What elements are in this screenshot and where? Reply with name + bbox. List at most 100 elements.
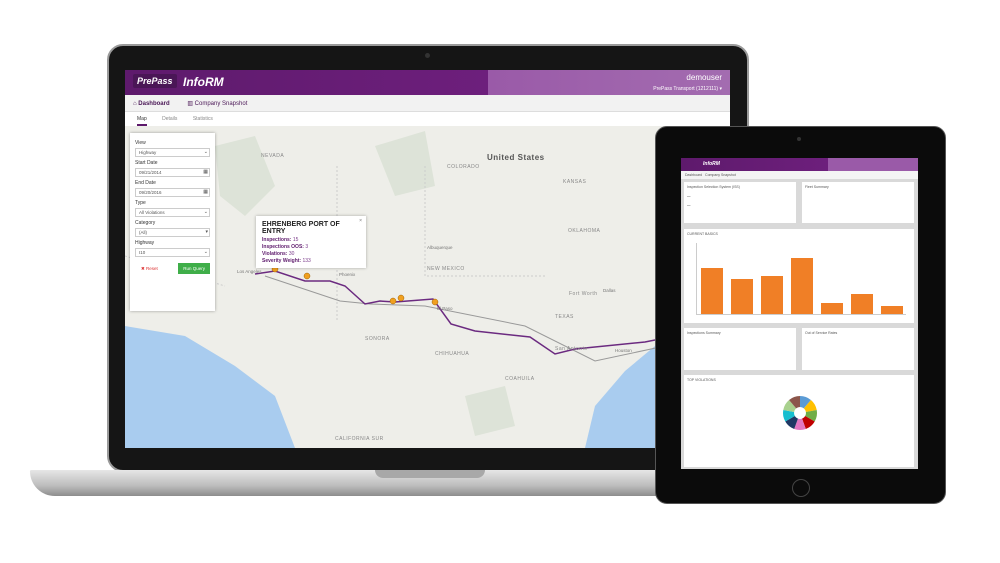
card-title: CURRENT BASICS: [687, 232, 718, 236]
pie-slice: [802, 416, 815, 429]
iss-card: Inspection Selection System (ISS) — —: [684, 182, 796, 223]
map-marker: [397, 294, 405, 302]
chart-bar: [731, 278, 753, 314]
close-icon[interactable]: ×: [359, 218, 362, 224]
card-title: Inspection Selection System (ISS): [687, 185, 740, 189]
inspections-card: Inspections Summary: [684, 328, 796, 370]
nav-dashboard[interactable]: ⌂ Dashboard: [133, 101, 170, 107]
map-label: SONORA: [365, 336, 390, 342]
border-line: [264, 275, 730, 362]
top-nav: ⌂ Dashboard ▥ Company Snapshot: [125, 95, 730, 112]
map[interactable]: United States NEVADA COLORADO KANSAS OKL…: [125, 126, 730, 448]
tablet-screen: InfoRM Dashboard Company Snapshot Inspec…: [681, 158, 918, 469]
map-popup: × EHRENBERG PORT OF ENTRY Inspections: 1…: [256, 216, 366, 268]
basics-chart: [696, 243, 906, 315]
map-label-dallas: Dallas: [603, 288, 616, 293]
category-label: Category: [135, 220, 156, 226]
popup-row: Severity Weight: 133: [262, 258, 311, 264]
view-select[interactable]: Highway ⌄: [135, 148, 210, 157]
end-date-input[interactable]: 09/20/2016 ▦: [135, 188, 210, 197]
nav-company-snapshot[interactable]: ▥ Company Snapshot: [187, 101, 248, 107]
map-label: TEXAS: [555, 314, 574, 320]
map-label: CHIHUAHUA: [435, 351, 470, 357]
type-select[interactable]: All Violations ⌄: [135, 208, 210, 217]
map-label: United States: [487, 153, 545, 162]
prepass-logo: PrePass: [133, 74, 177, 88]
laptop-screen: PrePass InfoRM demouser PrePass Transport…: [125, 70, 730, 448]
chart-bar: [821, 302, 843, 314]
tablet-home-button[interactable]: [792, 479, 810, 497]
tablet-header: InfoRM: [681, 158, 918, 171]
pacific-ocean: [125, 326, 295, 448]
pie-slice: [785, 416, 798, 429]
map-label: NEW MEXICO: [427, 266, 465, 272]
card-title: Out of Service Rates: [805, 331, 838, 335]
pie-slice: [783, 399, 797, 412]
pie-slice: [794, 418, 806, 430]
map-label-colorado: COLORADO: [447, 164, 480, 170]
map-label: CALIFORNIA SUR: [335, 436, 384, 442]
app-header: PrePass InfoRM demouser PrePass Transport…: [125, 70, 730, 95]
caret-down-icon: ▾: [205, 229, 208, 235]
view-label: View: [135, 140, 146, 146]
card-title: Inspections Summary: [687, 331, 721, 335]
map-label: San Antonio: [555, 346, 588, 352]
tablet-nav-company-snapshot[interactable]: Company Snapshot: [705, 173, 736, 177]
pie-slice: [789, 396, 800, 409]
tab-details[interactable]: Details: [162, 116, 178, 122]
tablet-app-title: InfoRM: [703, 161, 720, 167]
map-label-houston: Houston: [615, 348, 632, 353]
tablet-nav-dashboard[interactable]: Dashboard: [685, 173, 703, 177]
route-line: [254, 270, 730, 355]
basics-card: CURRENT BASICS: [684, 229, 914, 323]
chart-bar: [881, 306, 903, 314]
pie-slice: [800, 396, 811, 409]
app-title: InfoRM: [183, 75, 224, 89]
category-select[interactable]: (All) ▾: [135, 228, 210, 237]
tablet-camera: [797, 137, 801, 141]
tablet-nav: Dashboard Company Snapshot: [681, 171, 918, 179]
reset-button[interactable]: ✖ Reset: [141, 265, 158, 271]
tab-map[interactable]: Map: [137, 116, 147, 126]
user-name: demouser: [686, 73, 722, 82]
map-label: OKLAHOMA: [568, 228, 601, 234]
start-date-label: Start Date: [135, 160, 158, 166]
caret-down-icon: ▾: [718, 86, 722, 92]
chart-bar: [791, 258, 813, 314]
map-marker: [303, 272, 311, 280]
calendar-icon: ▦: [203, 189, 208, 195]
map-label-los-angeles: Los Angeles: [237, 269, 262, 274]
filter-panel: View Highway ⌄ Start Date 09/21/2014 ▦ End…: [130, 133, 215, 311]
chevron-down-icon: ⌄: [203, 149, 208, 155]
popup-row: Inspections OOS: 3: [262, 244, 309, 250]
top-violations-card: TOP VIOLATIONS: [684, 375, 914, 467]
highway-label: Highway: [135, 240, 155, 246]
map-label-phoenix: Phoenix: [339, 272, 356, 277]
chevron-down-icon: ⌄: [203, 249, 208, 255]
popup-row: Violations: 30: [262, 251, 295, 257]
map-label-albuquerque: Albuquerque: [427, 245, 453, 250]
fleet-card: Fleet Summary: [802, 182, 914, 223]
map-label: Fort Worth: [569, 291, 598, 297]
start-date-input[interactable]: 09/21/2014 ▦: [135, 168, 210, 177]
end-date-label: End Date: [135, 180, 156, 186]
user-company: PrePass Transport (1212111): [653, 86, 719, 92]
chart-bar: [761, 275, 783, 314]
map-label: COAHUILA: [505, 376, 535, 382]
terrain-patches: [135, 131, 515, 436]
map-marker: [389, 297, 397, 305]
chart-bar: [701, 267, 723, 314]
run-query-button[interactable]: Run Query: [178, 263, 210, 274]
violations-pie: [783, 396, 817, 430]
tab-statistics[interactable]: Statistics: [192, 116, 213, 122]
map-label: NEVADA: [261, 153, 285, 159]
card-title: Fleet Summary: [805, 185, 829, 189]
chevron-down-icon: ⌄: [203, 209, 208, 215]
building-icon: ▥: [187, 101, 195, 107]
calendar-icon: ▦: [203, 169, 208, 175]
chart-bar: [851, 294, 873, 314]
pie-slice: [805, 410, 817, 422]
oos-card: Out of Service Rates: [802, 328, 914, 370]
user-menu[interactable]: demouser PrePass Transport (1212111) ▾: [653, 73, 722, 94]
highway-select[interactable]: I10 ⌄: [135, 248, 210, 257]
